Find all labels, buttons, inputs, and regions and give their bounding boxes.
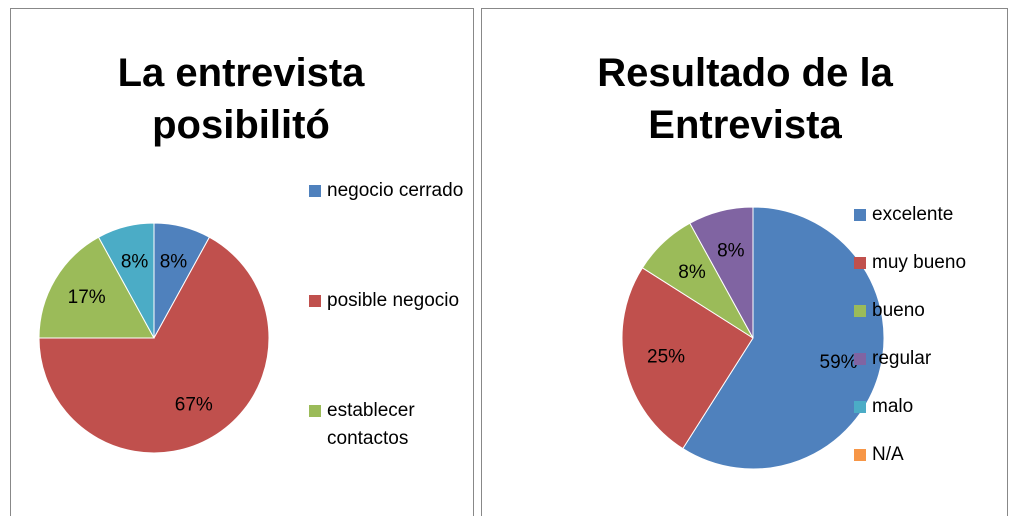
data-label: 8%	[121, 251, 149, 272]
chart-panel: 8% 67% 17% 8% negocio cerrado posible negocio…	[10, 8, 474, 516]
legend-item: muy bueno	[854, 249, 1013, 277]
legend-item: posible negocio	[309, 287, 477, 315]
pie-chart: 8% 67% 17% 8%	[38, 222, 270, 454]
legend-label: muy bueno	[872, 252, 967, 273]
legend-swatch	[309, 185, 321, 197]
pie-slice	[682, 206, 885, 470]
legend-label: N/A	[872, 444, 904, 465]
legend-swatch	[854, 209, 866, 221]
pie-slice	[97, 222, 155, 339]
legend-item: regular	[854, 345, 1013, 373]
legend-item: establecer contactos	[309, 397, 477, 453]
legend-swatch	[309, 295, 321, 307]
legend-swatch	[854, 401, 866, 413]
data-label: 8%	[678, 262, 706, 283]
legend-item: N/A	[854, 441, 1013, 469]
legend-swatch	[854, 305, 866, 317]
data-label: 25%	[647, 346, 685, 367]
chart-title: Resultado de la Entrevista	[597, 51, 893, 147]
pie-slice	[38, 236, 155, 339]
chart-title: La entrevista posibilitó	[117, 51, 365, 147]
chart-panel: 59% 25% 8% 8% excelente muy bueno bueno regular…	[481, 8, 1008, 516]
data-label: 8%	[160, 251, 188, 272]
legend-swatch	[854, 449, 866, 461]
legend-label: negocio cerrado	[327, 180, 464, 201]
legend-swatch	[854, 353, 866, 365]
legend-label: malo	[872, 396, 914, 417]
legend-swatch	[854, 257, 866, 269]
data-label: 59%	[820, 352, 858, 373]
legend-label: establecer contactos	[327, 400, 415, 449]
legend-item: malo	[854, 393, 1013, 421]
data-label: 8%	[717, 241, 745, 262]
legend-item: excelente	[854, 201, 1013, 229]
legend-item: negocio cerrado	[309, 177, 477, 205]
legend-label: excelente	[872, 204, 954, 225]
legend-item: bueno	[854, 297, 1013, 325]
data-label: 17%	[68, 287, 106, 308]
legend-label: regular	[872, 348, 932, 369]
data-label: 67%	[175, 394, 213, 415]
pie-chart: 59% 25% 8% 8%	[621, 206, 885, 470]
legend-label: posible negocio	[327, 290, 460, 311]
pie-slice	[621, 267, 754, 450]
pie-slice	[38, 236, 270, 454]
legend-label: bueno	[872, 300, 925, 321]
legend-swatch	[309, 405, 321, 417]
